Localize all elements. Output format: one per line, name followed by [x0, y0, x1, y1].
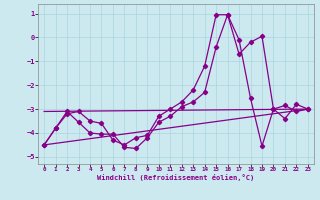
X-axis label: Windchill (Refroidissement éolien,°C): Windchill (Refroidissement éolien,°C) — [97, 174, 255, 181]
